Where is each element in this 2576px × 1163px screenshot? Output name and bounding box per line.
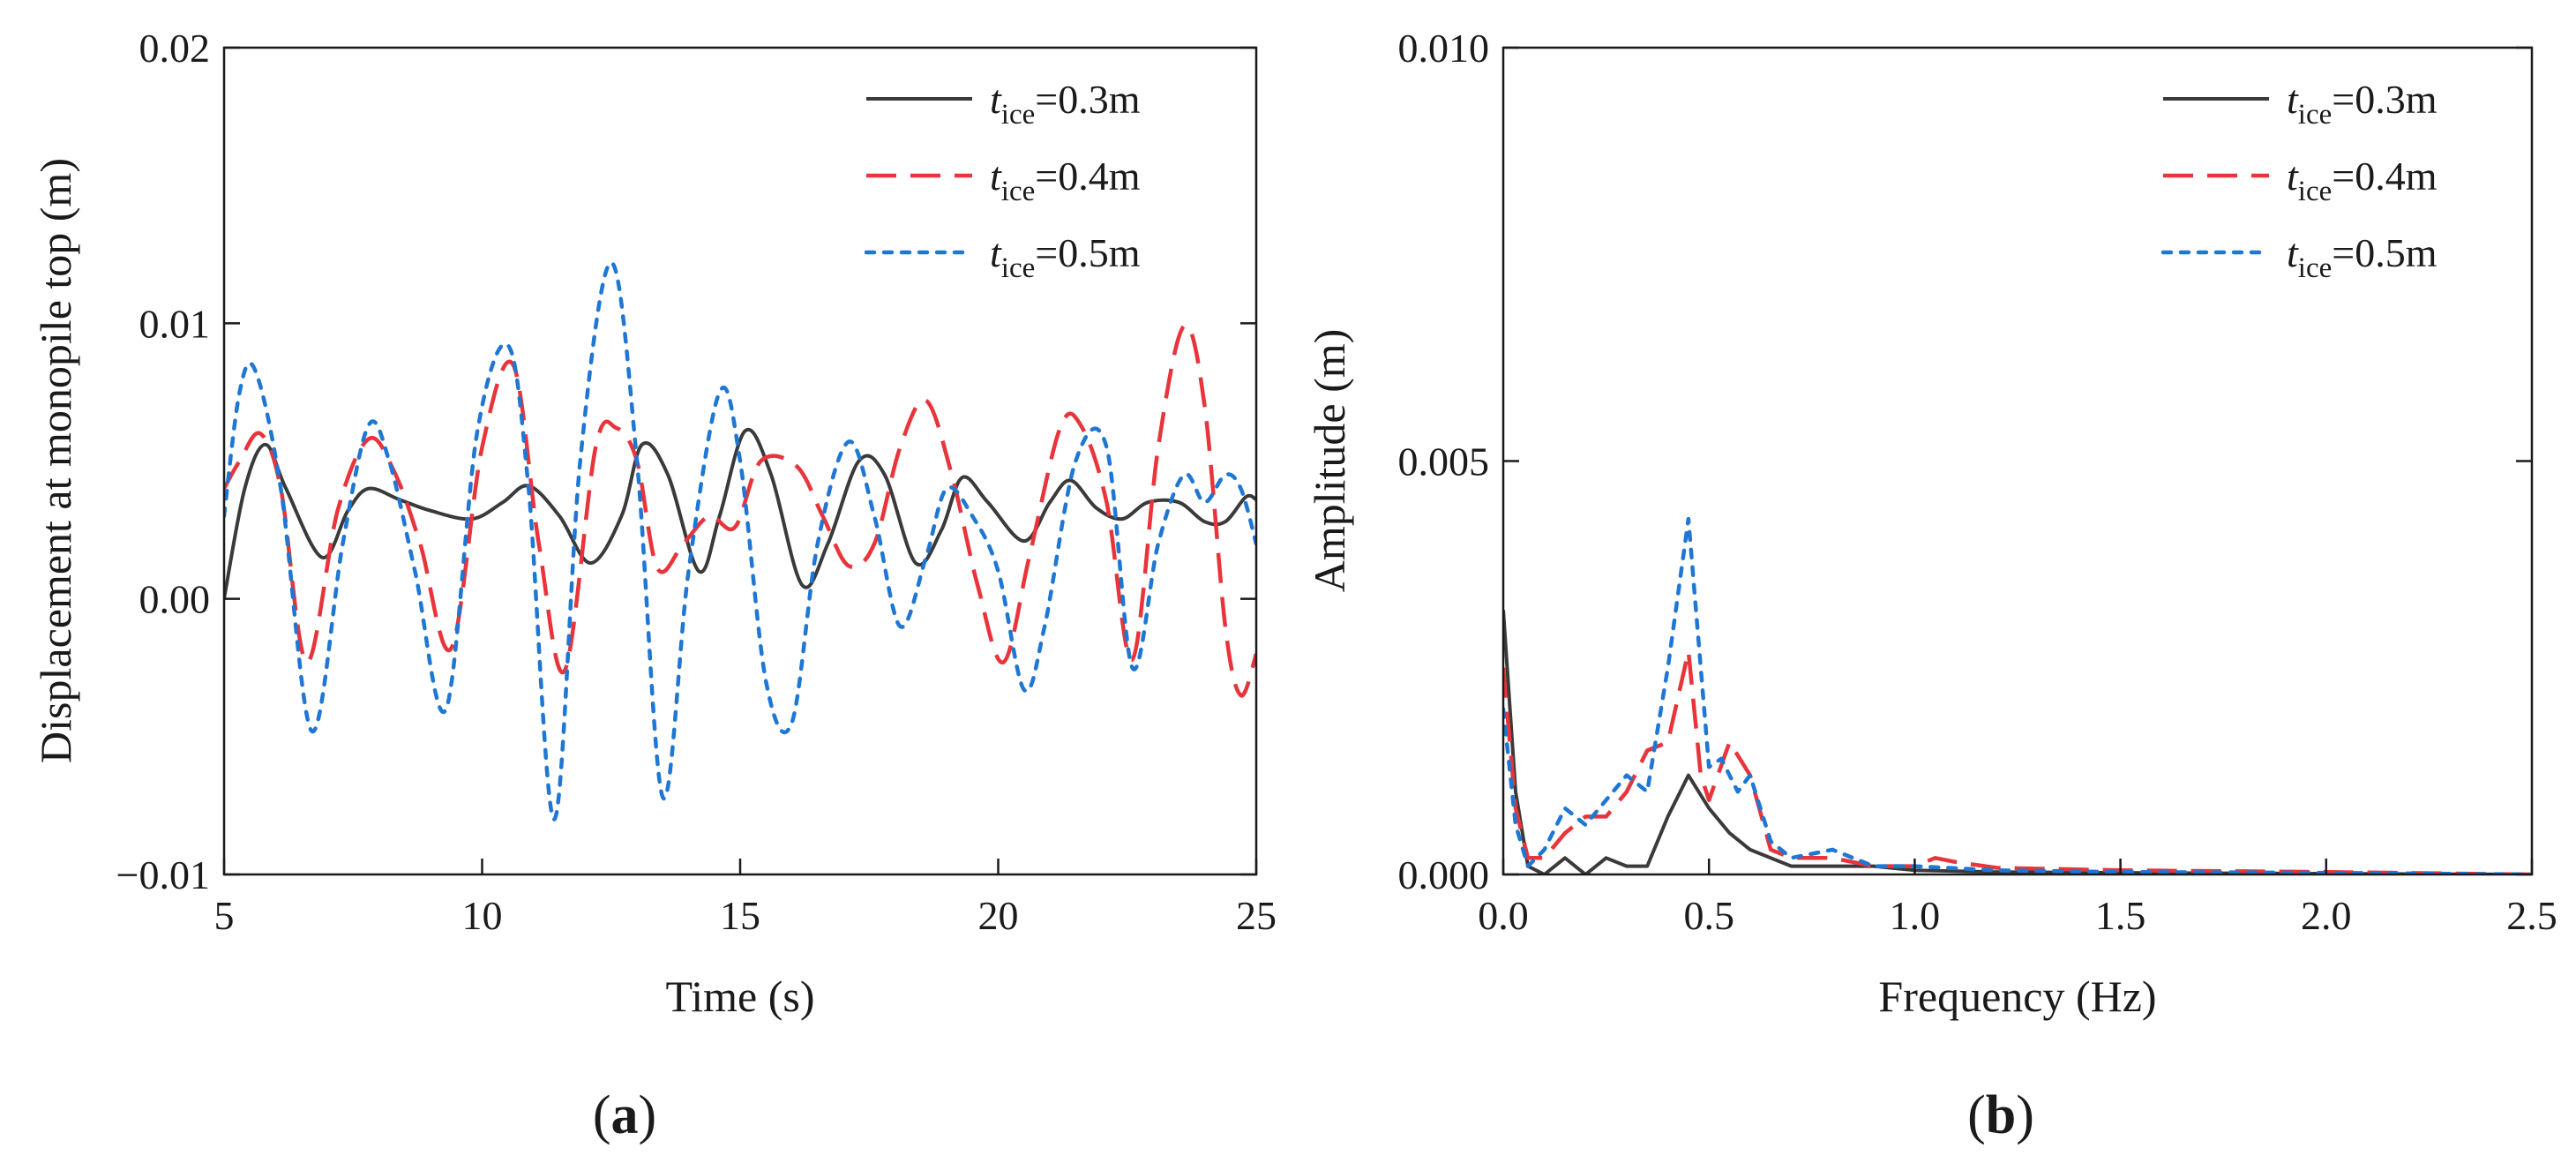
- x-tick-label-a-3: 20: [978, 893, 1019, 938]
- series-line-a-3: [224, 260, 1256, 822]
- series-layer-a: [224, 260, 1256, 822]
- x-tick-label-a-1: 10: [462, 893, 503, 938]
- y-tick-labels-a: −0.01 0.00 0.01 0.02: [116, 26, 210, 897]
- ticks-b: [1501, 46, 2534, 876]
- x-tick-label-b-2: 1.0: [1890, 893, 1941, 938]
- legend-item-b-3: tice=0.5m: [2160, 230, 2437, 284]
- legend-item-a-1: tice=0.3m: [866, 77, 1141, 131]
- legend-label-a-3: tice=0.5m: [990, 230, 1141, 284]
- x-tick-labels-a: 5 10 15 20 25: [214, 893, 1277, 938]
- legend-label-b-3: tice=0.5m: [2287, 230, 2437, 284]
- legend-label-b-2: tice=0.4m: [2287, 154, 2437, 207]
- series-line-a-2: [224, 323, 1256, 698]
- x-tick-label-b-4: 2.0: [2301, 893, 2352, 938]
- y-tick-label-b-2: 0.010: [1398, 26, 1490, 71]
- y-tick-label-b-1: 0.005: [1398, 439, 1490, 484]
- y-tick-labels-b: 0.000 0.005 0.010: [1398, 26, 1490, 897]
- chart-panel-a: 5 10 15 20 25 −0.01 0.00 0.01 0.02 Time (s) Dis…: [31, 26, 1277, 1021]
- x-tick-label-b-5: 2.5: [2506, 893, 2557, 938]
- series-layer-b: [1503, 516, 2532, 874]
- series-line-b-2: [1503, 649, 2532, 874]
- series-line-a-1: [224, 427, 1256, 600]
- x-tick-label-b-3: 1.5: [2095, 893, 2146, 938]
- y-tick-label-a-2: 0.01: [139, 301, 211, 346]
- y-tick-label-a-0: −0.01: [116, 852, 210, 897]
- x-tick-labels-b: 0.0 0.5 1.0 1.5 2.0 2.5: [1478, 893, 2557, 938]
- legend-item-b-1: tice=0.3m: [2163, 77, 2437, 131]
- x-axis-title-a: Time (s): [665, 972, 814, 1021]
- x-tick-label-b-1: 0.5: [1683, 893, 1734, 938]
- legend-item-a-3: tice=0.5m: [864, 230, 1141, 284]
- legend-label-a-2: tice=0.4m: [990, 154, 1141, 207]
- legend-a: tice=0.3m tice=0.4m tice=0.5m: [864, 77, 1141, 284]
- legend-label-a-1: tice=0.3m: [990, 77, 1141, 131]
- series-line-b-1: [1503, 610, 2532, 874]
- y-axis-title-b: Amplitude (m): [1305, 329, 1354, 593]
- legend-item-a-2: tice=0.4m: [866, 154, 1141, 207]
- panel-label-a: (a): [593, 1085, 656, 1145]
- panel-label-b: (b): [1967, 1085, 2034, 1145]
- legend-item-b-2: tice=0.4m: [2163, 154, 2437, 207]
- y-tick-label-b-0: 0.000: [1398, 852, 1490, 897]
- x-tick-label-a-0: 5: [214, 893, 235, 938]
- legend-label-b-1: tice=0.3m: [2287, 77, 2437, 131]
- y-tick-label-a-1: 0.00: [139, 577, 211, 622]
- chart-panel-b: 0.0 0.5 1.0 1.5 2.0 2.5 0.000 0.005 0.010 Frequ…: [1305, 26, 2557, 1021]
- x-tick-label-a-2: 15: [720, 893, 760, 938]
- x-tick-label-a-4: 25: [1236, 893, 1277, 938]
- ticks-a: [222, 46, 1258, 876]
- x-axis-title-b: Frequency (Hz): [1878, 972, 2156, 1021]
- y-tick-label-a-3: 0.02: [139, 26, 211, 71]
- y-axis-title-a: Displacement at monopile top (m): [31, 158, 80, 763]
- series-line-b-3: [1503, 516, 2532, 874]
- x-tick-label-b-0: 0.0: [1478, 893, 1529, 938]
- legend-b: tice=0.3m tice=0.4m tice=0.5m: [2160, 77, 2437, 284]
